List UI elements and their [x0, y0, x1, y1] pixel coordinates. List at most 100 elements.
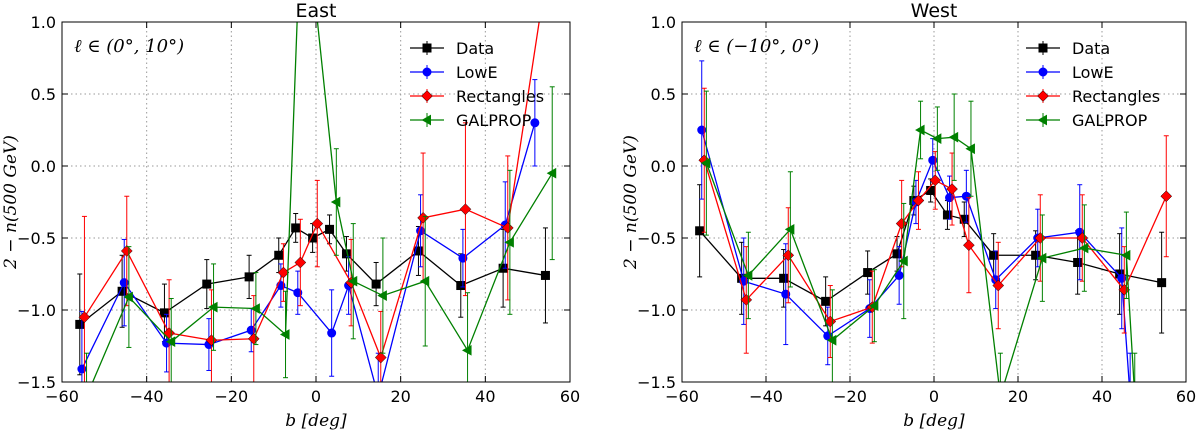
legend-label: GALPROP: [1072, 111, 1148, 130]
data-point: [965, 143, 975, 155]
data-point: [948, 131, 959, 143]
y-tick-label: 1.0: [31, 13, 56, 32]
data-point: [280, 329, 290, 340]
legend-marker: [1038, 67, 1048, 77]
legend-label: Data: [1072, 39, 1110, 58]
legend-marker: [421, 114, 431, 126]
x-tick-label: −40: [749, 387, 783, 406]
data-point: [501, 222, 514, 234]
data-point: [912, 194, 925, 207]
data-point: [1126, 392, 1134, 400]
y-tick-label: −1.0: [637, 301, 676, 320]
data-point: [928, 155, 938, 165]
data-point: [926, 185, 936, 195]
x-axis-label: b [deg]: [903, 411, 965, 431]
x-tick-label: 0: [311, 387, 321, 406]
panel-west: −60 −40 −20 0 20 40 60 −1.5 −1.0 −0.5 0.0 0.5 1.0 Wes…: [621, 0, 1196, 431]
data-point: [992, 279, 1005, 292]
data-point: [894, 270, 904, 280]
data-point: [1076, 232, 1089, 244]
legend-label: Rectangles: [1072, 87, 1160, 106]
data-point: [250, 303, 260, 314]
data-point: [419, 275, 430, 287]
data-point: [1130, 392, 1138, 401]
y-tick-label: −1.0: [17, 301, 56, 320]
data-point: [898, 255, 908, 267]
legend-marker: [1038, 43, 1048, 53]
data-point: [892, 249, 902, 259]
legend-marker: [422, 67, 432, 77]
x-tick-label: 60: [560, 387, 580, 406]
data-point: [779, 273, 789, 283]
legend-item: GALPROP: [1026, 111, 1148, 130]
data-point: [1120, 249, 1131, 261]
data-point: [824, 315, 837, 328]
series-line: [91, 22, 553, 382]
y-tick-label: 0.5: [31, 85, 56, 104]
data-point: [1031, 250, 1041, 260]
data-point: [1078, 242, 1089, 254]
series-galprop: [84, 22, 557, 382]
data-point: [1073, 257, 1083, 267]
series-line: [83, 22, 540, 360]
series-rectangles: [698, 87, 1173, 359]
data-point: [863, 268, 873, 278]
y-tick-label: −1.5: [637, 373, 676, 392]
legend-marker: [1037, 114, 1047, 126]
x-tick-label: 40: [1092, 387, 1112, 406]
grid: [62, 22, 570, 382]
data-point: [244, 272, 254, 282]
series-line: [705, 128, 1135, 382]
data-point: [374, 392, 382, 400]
legend-marker: [421, 90, 433, 102]
data-point: [459, 203, 472, 216]
data-point: [247, 332, 260, 345]
data-point: [697, 125, 707, 135]
legend-item: LowE: [410, 63, 498, 82]
data-point: [740, 294, 753, 306]
data-point: [165, 336, 176, 348]
data-point: [246, 325, 256, 335]
data-point: [530, 118, 540, 128]
series-data: [75, 213, 550, 376]
data-point: [294, 256, 307, 269]
data-point: [371, 279, 381, 289]
legend-label: LowE: [1072, 63, 1114, 82]
legend-item: Rectangles: [410, 87, 544, 106]
data-point: [929, 174, 942, 187]
data-point: [277, 266, 290, 279]
data-point: [742, 270, 753, 281]
legend-item: GALPROP: [410, 111, 532, 130]
data-point: [895, 217, 908, 230]
data-point: [963, 239, 975, 252]
data-point: [462, 344, 472, 356]
x-tick-label: −40: [130, 387, 164, 406]
y-tick-label: 0.0: [651, 157, 676, 176]
data-point: [1036, 252, 1047, 264]
x-tick-label: 20: [390, 387, 410, 406]
data-point: [931, 133, 942, 144]
data-point: [159, 308, 169, 318]
data-point: [946, 183, 958, 195]
chart-title: East: [296, 0, 337, 22]
data-point: [1157, 278, 1167, 288]
legend-label: Rectangles: [456, 87, 544, 106]
data-point: [291, 223, 301, 233]
data-point: [546, 167, 557, 179]
data-point: [695, 226, 705, 236]
data-point: [821, 296, 831, 306]
data-point: [456, 281, 466, 291]
data-point: [293, 288, 303, 298]
data-point: [781, 289, 791, 299]
data-point: [202, 279, 212, 289]
data-point: [374, 351, 387, 364]
data-point: [1117, 273, 1127, 283]
data-point: [205, 334, 218, 347]
data-point: [417, 211, 429, 224]
legend-marker: [1037, 90, 1049, 102]
data-point: [120, 245, 133, 257]
data-point: [782, 249, 795, 262]
legend-label: GALPROP: [456, 111, 532, 130]
y-tick-label: −0.5: [17, 229, 56, 248]
